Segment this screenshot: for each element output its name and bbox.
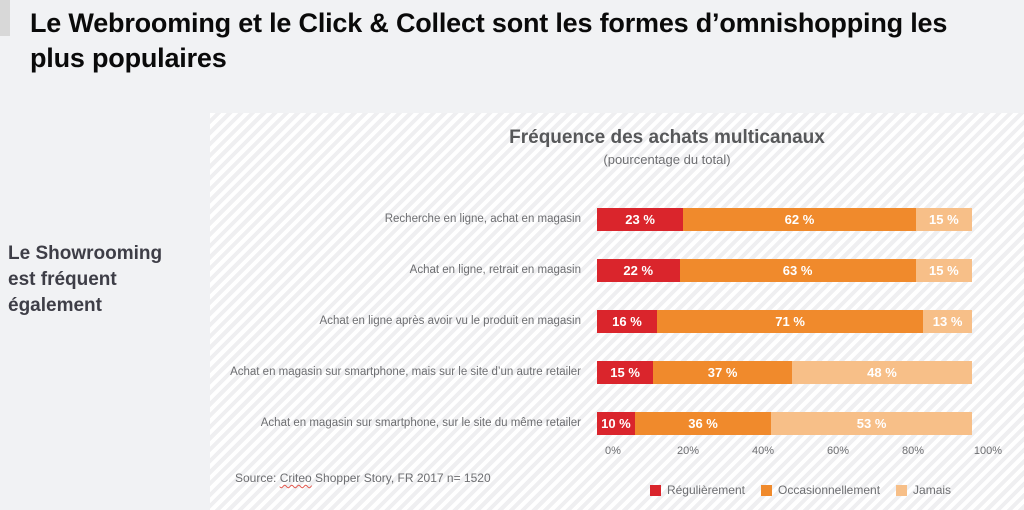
bar-segment-jamais: 15 % xyxy=(915,208,972,231)
bar-track: 15 % 37 % 48 % xyxy=(597,361,972,384)
bar-segment-regulierement: 22 % xyxy=(597,259,680,282)
bar-track: 16 % 71 % 13 % xyxy=(597,310,972,333)
x-axis-tick: 0% xyxy=(605,445,621,457)
bar-track: 22 % 63 % 15 % xyxy=(597,259,972,282)
bar-category-label: Achat en ligne après avoir vu le produit… xyxy=(319,315,581,328)
sidebar-note: Le Showrooming est fréquent également xyxy=(8,243,163,317)
bar-segment-occasionnellement: 62 % xyxy=(683,208,916,231)
legend-item-occasionnellement: Occasionnellement xyxy=(760,483,881,497)
legend-label: Jamais xyxy=(913,483,952,497)
bar-category-label: Achat en magasin sur smartphone, sur le … xyxy=(260,417,581,430)
bar-row: Achat en magasin sur smartphone, sur le … xyxy=(210,412,1024,435)
source-rest: Shopper Story, FR 2017 n= 1520 xyxy=(311,471,491,485)
bar-rows: Recherche en ligne, achat en magasin 23 %… xyxy=(210,208,1024,463)
bar-segment-occasionnellement: 37 % xyxy=(653,361,792,384)
chart-panel: Fréquence des achats multicanaux (pource… xyxy=(210,113,1024,510)
source-prefix: Source: xyxy=(235,471,280,485)
legend-swatch-icon xyxy=(760,484,772,496)
chart-subtitle: (pourcentage du total) xyxy=(603,152,731,167)
bar-segment-jamais: 13 % xyxy=(923,310,972,333)
x-axis-tick: 100% xyxy=(973,445,1003,457)
bar-row: Achat en ligne après avoir vu le produit… xyxy=(210,310,1024,333)
bar-segment-regulierement: 15 % xyxy=(597,361,654,384)
legend-swatch-icon xyxy=(649,484,661,496)
legend-label: Occasionnellement xyxy=(777,483,881,497)
bar-segment-occasionnellement: 71 % xyxy=(657,310,924,333)
page-title: Le Webrooming et le Click & Collect sont… xyxy=(30,8,948,73)
bar-category-label: Achat en magasin sur smartphone, mais su… xyxy=(230,366,581,379)
bar-segment-regulierement: 23 % xyxy=(597,208,684,231)
x-axis-tick: 20% xyxy=(676,445,700,457)
source-text: Source: Criteo Shopper Story, FR 2017 n=… xyxy=(235,471,491,485)
bar-category-label: Achat en ligne, retrait en magasin xyxy=(409,264,581,277)
bar-segment-jamais: 48 % xyxy=(792,361,972,384)
chart-title: Fréquence des achats multicanaux xyxy=(509,127,825,148)
bar-track: 23 % 62 % 15 % xyxy=(597,208,972,231)
bar-track: 10 % 36 % 53 % xyxy=(597,412,972,435)
bar-category-label: Recherche en ligne, achat en magasin xyxy=(384,213,581,226)
x-axis-tick: 80% xyxy=(901,445,925,457)
bar-segment-occasionnellement: 63 % xyxy=(679,259,916,282)
x-axis-tick: 40% xyxy=(751,445,775,457)
legend-item-jamais: Jamais xyxy=(896,483,951,497)
x-axis: 0% 20% 40% 60% 80% 100% xyxy=(605,445,1002,459)
legend-label: Régulièrement xyxy=(666,483,745,497)
x-axis-tick: 60% xyxy=(826,445,850,457)
chart-legend: Régulièrement Occasionnellement Jamais xyxy=(613,483,988,497)
legend-item-regulierement: Régulièrement xyxy=(649,483,745,497)
source-link[interactable]: Criteo xyxy=(279,471,312,485)
bar-segment-regulierement: 16 % xyxy=(597,310,657,333)
corner-accent xyxy=(0,0,10,36)
bar-segment-regulierement: 10 % xyxy=(597,412,635,435)
bar-row: Recherche en ligne, achat en magasin 23 %… xyxy=(210,208,1024,231)
bar-segment-occasionnellement: 36 % xyxy=(634,412,772,435)
legend-swatch-icon xyxy=(896,484,908,496)
bar-row: Achat en ligne, retrait en magasin 22 % 63… xyxy=(210,259,1024,282)
bar-segment-jamais: 15 % xyxy=(915,259,972,282)
bar-row: Achat en magasin sur smartphone, mais su… xyxy=(210,361,1024,384)
bar-segment-jamais: 53 % xyxy=(771,412,972,435)
